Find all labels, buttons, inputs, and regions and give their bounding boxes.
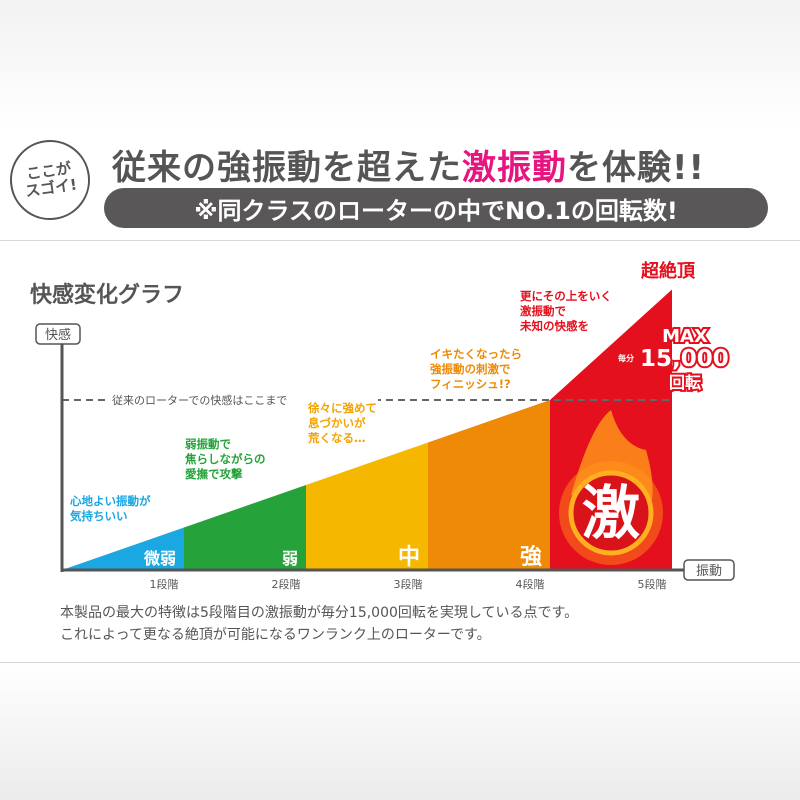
x-tick-label: 5段階 (638, 577, 667, 591)
annotation-text: 心地よい振動が (70, 494, 151, 508)
stage-area-1 (62, 527, 184, 570)
stage-label: 弱 (282, 549, 298, 568)
stage-label: 激 (582, 479, 640, 547)
annotation-text: フィニッシュ!? (430, 377, 511, 391)
annotation-text: 未知の快感を (519, 319, 589, 333)
divider (0, 662, 800, 663)
headline: 従来の強振動を超えた激振動を体験!! (112, 140, 705, 189)
x-tick-label: 1段階 (150, 577, 179, 591)
annotation-text: 気持ちいい (70, 509, 128, 523)
x-tick-label: 2段階 (272, 577, 301, 591)
threshold-label-bg (108, 390, 378, 408)
caption-line: これによって更なる絶頂が可能になるワンランク上のローターです。 (60, 627, 491, 643)
annotation-text: 焦らしながらの (184, 452, 266, 466)
max-prefix: 毎分 (618, 353, 634, 363)
stage-label: 微弱 (143, 549, 176, 568)
divider (0, 240, 800, 241)
annotation-text: 強振動の刺激で (430, 362, 511, 376)
x-tick-label: 3段階 (394, 577, 423, 591)
annotation-text: 息づかいが (308, 416, 366, 430)
max-label: MAX (662, 326, 708, 347)
stage-area-2 (184, 485, 306, 570)
max-unit: 回転 (669, 373, 701, 392)
x-axis-label-box (683, 559, 735, 581)
x-axis-label: 振動 (696, 564, 722, 579)
stage-area-3 (306, 442, 428, 570)
flame-ring-icon (568, 470, 654, 556)
top-background (0, 0, 800, 130)
chart-title: 快感変化グラフ (30, 283, 185, 308)
peak-label: 超絶頂 (641, 260, 696, 282)
annotation-text: 更にその上をいく (520, 289, 612, 303)
max-value: 15,000 (640, 346, 729, 372)
headline-text: 従来の強振動を超えた (112, 148, 462, 188)
annotation-text: 荒くなる… (307, 431, 366, 445)
subheadline: ※同クラスのローターの中でNO.1の回転数! (194, 196, 678, 225)
bottom-background (0, 660, 800, 800)
headline-highlight: 激振動 (462, 148, 567, 188)
stage-area-4 (428, 400, 550, 570)
y-axis-label: 快感 (45, 327, 71, 343)
caption: 本製品の最大の特徴は5段階目の激振動が毎分15,000回転を実現している点です。… (60, 602, 578, 646)
y-axis-label-box (35, 323, 81, 345)
annotation-text: イキたくなったら (430, 347, 522, 361)
stage-label: 中 (398, 545, 420, 570)
threshold-label: 従来のローターでの快感はここまで (112, 394, 287, 407)
annotation-text: 弱振動で (185, 437, 231, 451)
stage-label: 強 (520, 544, 542, 570)
x-tick-label: 4段階 (516, 577, 545, 591)
subheadline-bar: ※同クラスのローターの中でNO.1の回転数! (104, 188, 768, 228)
headline-text: を体験!! (567, 148, 706, 188)
annotation-text: 激振動で (520, 304, 566, 318)
caption-line: 本製品の最大の特徴は5段階目の激振動が毎分15,000回転を実現している点です。 (60, 605, 579, 621)
annotation-text: 徐々に強めて (307, 401, 377, 415)
annotation-text: 愛撫で攻撃 (185, 467, 243, 481)
